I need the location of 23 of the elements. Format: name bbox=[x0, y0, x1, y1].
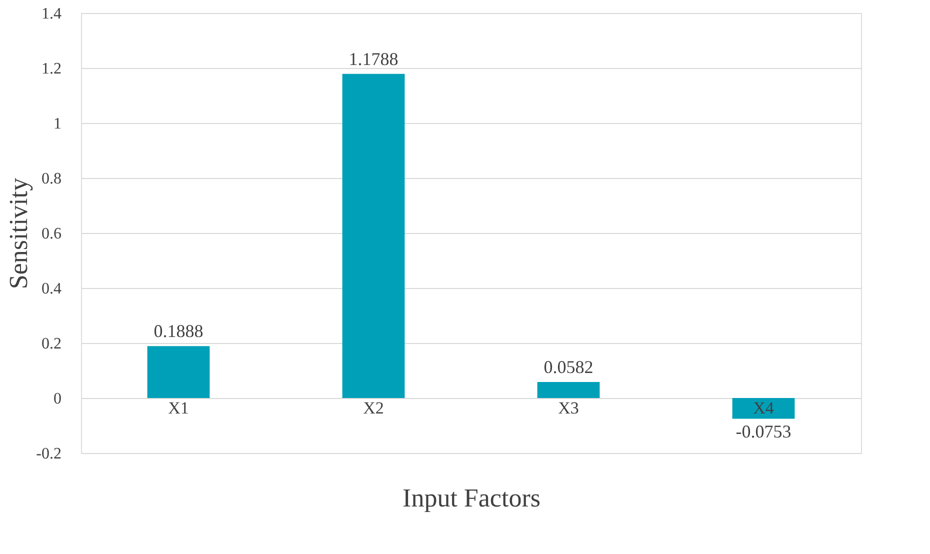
y-tick-label: -0.2 bbox=[36, 446, 62, 462]
y-tick-label: 1.4 bbox=[42, 6, 62, 22]
data-label: 0.1888 bbox=[154, 321, 204, 342]
data-label: -0.0753 bbox=[736, 422, 792, 442]
bar bbox=[342, 74, 405, 398]
y-tick-label: 0.4 bbox=[42, 280, 62, 298]
x-axis-title: Input Factors bbox=[402, 484, 540, 512]
bar bbox=[147, 346, 210, 398]
data-label: 0.0582 bbox=[544, 356, 594, 377]
bar bbox=[537, 382, 600, 398]
bar bbox=[732, 398, 795, 419]
y-tick-label: 1 bbox=[54, 116, 62, 132]
x-tick-label: X3 bbox=[558, 398, 579, 418]
y-tick-label: 0 bbox=[54, 390, 62, 408]
y-tick-label: 0.8 bbox=[42, 170, 62, 188]
data-label: 1.1788 bbox=[348, 48, 398, 69]
x-tick-label: X2 bbox=[363, 398, 384, 418]
y-axis-title: Sensitivity bbox=[4, 178, 34, 290]
y-tick-label: 0.6 bbox=[42, 226, 62, 242]
x-tick-label: X1 bbox=[168, 398, 189, 418]
y-tick-label: 1.2 bbox=[42, 60, 62, 78]
x-tick-label: X4 bbox=[753, 398, 774, 418]
y-tick-label: 0.2 bbox=[42, 336, 62, 352]
